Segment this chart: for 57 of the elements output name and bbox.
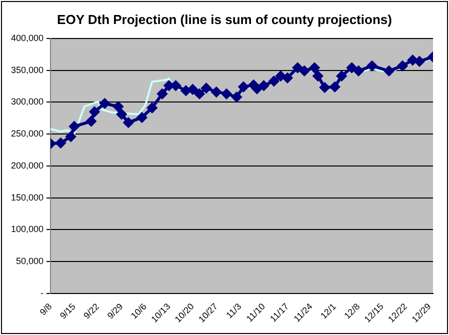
y-tick-label: 100,000 bbox=[10, 224, 44, 234]
point bbox=[201, 83, 212, 94]
y-tick-label: 300,000 bbox=[10, 96, 44, 107]
point bbox=[346, 62, 357, 73]
point bbox=[276, 71, 286, 82]
point bbox=[123, 118, 134, 128]
y-tick-label: 350,000 bbox=[10, 64, 44, 75]
point bbox=[354, 66, 364, 76]
point bbox=[367, 60, 378, 71]
point bbox=[268, 76, 279, 86]
y-tick-label: 200,000 bbox=[10, 160, 44, 170]
point bbox=[147, 102, 158, 113]
point bbox=[222, 88, 232, 99]
y-tick-label: 250,000 bbox=[10, 128, 44, 139]
x-tick-label: 9/15 bbox=[58, 301, 78, 321]
point bbox=[90, 106, 100, 117]
x-tick-label: 9/22 bbox=[82, 301, 102, 321]
point bbox=[408, 55, 418, 66]
y-tick-label: 400,000 bbox=[10, 32, 44, 43]
point bbox=[180, 86, 191, 96]
y-tick-label: - bbox=[40, 288, 44, 298]
x-tick-label: 12/1 bbox=[318, 301, 338, 321]
point bbox=[384, 66, 394, 76]
x-tick-label: 11/3 bbox=[224, 301, 244, 320]
point bbox=[164, 80, 174, 91]
point bbox=[414, 56, 424, 66]
x-tick-label: 9/8 bbox=[38, 301, 54, 318]
point bbox=[113, 102, 124, 112]
point bbox=[330, 82, 340, 92]
x-tick-label: 9/29 bbox=[105, 301, 125, 321]
point bbox=[310, 62, 320, 73]
y-tick-label: 150,000 bbox=[10, 192, 44, 202]
point bbox=[282, 72, 292, 83]
point bbox=[299, 66, 310, 76]
point bbox=[56, 138, 66, 148]
point bbox=[292, 62, 303, 73]
point bbox=[66, 132, 76, 142]
point bbox=[100, 98, 110, 108]
point bbox=[116, 109, 127, 120]
point bbox=[232, 92, 242, 102]
point bbox=[258, 80, 269, 91]
y-tick-label: 50,000 bbox=[16, 256, 44, 266]
point bbox=[86, 116, 96, 126]
point bbox=[157, 88, 168, 99]
point bbox=[170, 80, 181, 91]
point bbox=[238, 82, 248, 92]
point bbox=[336, 71, 347, 82]
point bbox=[398, 60, 408, 71]
point bbox=[188, 84, 198, 94]
point bbox=[252, 84, 262, 94]
point bbox=[136, 112, 147, 122]
point bbox=[69, 121, 80, 132]
point bbox=[312, 71, 323, 82]
point bbox=[194, 88, 204, 99]
point bbox=[320, 82, 330, 92]
chart-title: EOY Dth Projection (line is sum of county projections) bbox=[56, 12, 393, 27]
point bbox=[211, 86, 222, 97]
